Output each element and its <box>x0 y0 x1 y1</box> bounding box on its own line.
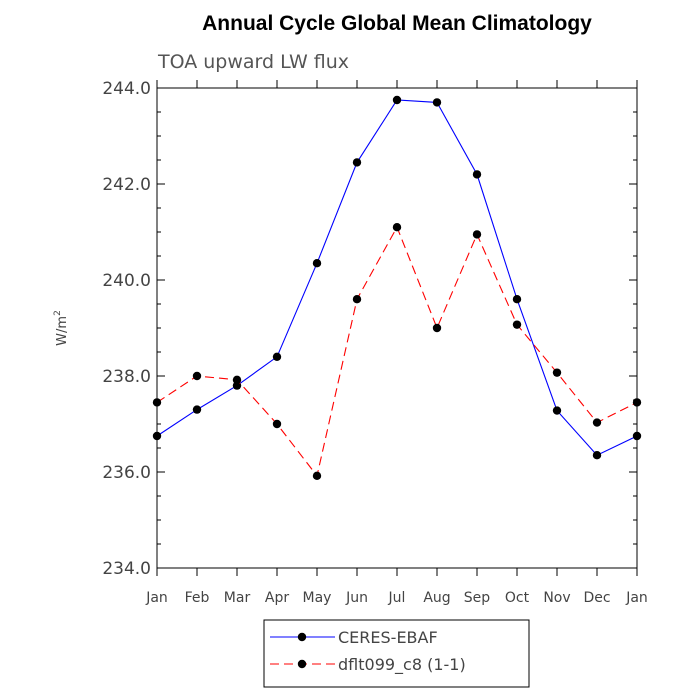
y-axis-label-text: W/m <box>55 316 70 346</box>
x-tick-label: May <box>303 590 332 606</box>
x-tick-label: Jan <box>625 590 648 606</box>
series-layer <box>152 95 642 481</box>
data-point <box>272 419 282 429</box>
data-point <box>152 398 162 407</box>
data-point <box>632 431 642 441</box>
data-point <box>352 295 362 304</box>
data-point <box>512 320 522 329</box>
data-point <box>472 170 482 179</box>
x-tick-label: Jun <box>345 590 368 606</box>
data-point <box>232 375 242 385</box>
data-point <box>592 451 602 460</box>
data-point <box>552 368 562 377</box>
x-tick-label: Nov <box>543 590 570 606</box>
series-line-0 <box>156 99 638 456</box>
plot-frame <box>156 87 638 569</box>
x-tick-label: Apr <box>265 590 289 606</box>
data-point <box>432 98 442 107</box>
data-point <box>312 259 322 268</box>
legend-label: CERES-EBAF <box>338 628 438 647</box>
x-tick-label: Feb <box>185 590 210 606</box>
x-tick-label: Jan <box>145 590 168 606</box>
x-tick-label: Dec <box>583 590 610 606</box>
legend-marker <box>297 632 307 642</box>
y-tick-label: 242.0 <box>102 175 151 195</box>
data-point <box>192 405 202 414</box>
data-point <box>512 295 522 304</box>
y-tick-label: 240.0 <box>102 271 151 291</box>
y-tick-labels: 234.0 236.0 238.0 240.0 242.0 244.0 <box>102 79 151 579</box>
y-tick-label: 234.0 <box>102 559 151 579</box>
data-point <box>352 158 362 167</box>
data-point <box>272 352 282 361</box>
x-tick-label: Jul <box>388 590 406 606</box>
data-point <box>312 471 322 481</box>
data-point <box>592 418 602 427</box>
legend-label: dflt099_c8 (1-1) <box>338 655 466 675</box>
legend-box <box>263 619 530 688</box>
data-point <box>392 95 402 105</box>
legend: CERES-EBAF dflt099_c8 (1-1) <box>263 619 530 688</box>
x-tick-label: Mar <box>224 590 251 606</box>
data-point <box>432 323 442 333</box>
x-tick-label: Oct <box>505 590 530 606</box>
y-axis-label-superscript: 2 <box>53 310 63 316</box>
x-tick-label: Aug <box>423 590 450 606</box>
y-tick-label: 244.0 <box>102 79 151 99</box>
chart-title: Annual Cycle Global Mean Climatology <box>202 12 592 35</box>
chart-subtitle: TOA upward LW flux <box>157 51 349 73</box>
x-tick-label: Sep <box>464 590 491 606</box>
axis-ticks <box>156 80 638 576</box>
data-point <box>392 223 402 232</box>
data-point <box>152 431 162 441</box>
legend-marker <box>297 659 307 669</box>
y-tick-label: 236.0 <box>102 463 151 483</box>
x-tick-labels: Jan Feb Mar Apr May Jun Jul Aug Sep Oct Nov Dec Jan <box>145 590 648 606</box>
y-tick-label: 238.0 <box>102 367 151 387</box>
series-line-1 <box>156 225 638 478</box>
data-point <box>472 230 482 239</box>
data-point <box>192 371 202 381</box>
y-axis-label: W/m2 <box>53 310 70 346</box>
legend-items: CERES-EBAF dflt099_c8 (1-1) <box>270 628 466 675</box>
data-point <box>552 406 562 415</box>
data-point <box>232 381 242 390</box>
data-point <box>632 398 642 407</box>
